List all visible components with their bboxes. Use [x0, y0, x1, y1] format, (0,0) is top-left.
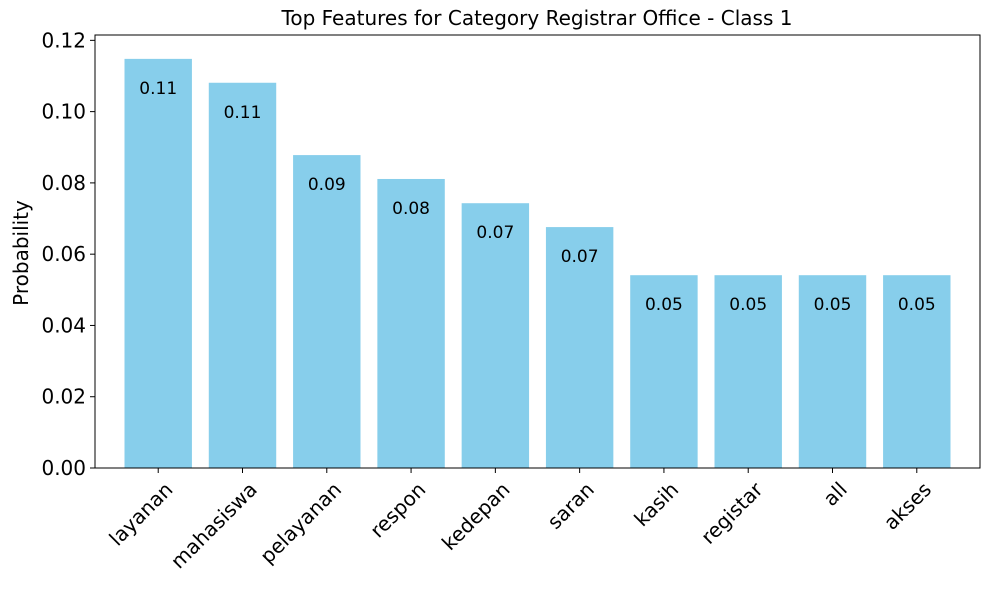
bar-saran	[545, 227, 614, 468]
x-tick-label-kasih: kasih	[629, 477, 683, 531]
bar-layanan	[124, 58, 192, 468]
bar-all	[798, 275, 867, 468]
x-tick-label-akses: akses	[879, 477, 936, 534]
x-tick-label-mahasiswa: mahasiswa	[166, 477, 262, 573]
bars-layer	[124, 58, 951, 468]
y-axis-ticks: 0.00 0.02 0.04 0.06 0.08 0.10 0.12	[41, 28, 95, 480]
bar-kasih	[630, 275, 698, 468]
x-tick-label-respon: respon	[365, 477, 430, 542]
data-label-saran: 0.07	[561, 247, 599, 267]
data-label-layanan: 0.11	[139, 79, 177, 99]
data-label-registar: 0.05	[729, 295, 767, 315]
y-tick-label: 0.10	[41, 100, 86, 124]
bar-registar	[714, 275, 782, 468]
x-tick-label-kedepan: kedepan	[437, 477, 515, 555]
y-tick-label: 0.12	[41, 28, 86, 52]
y-tick-label: 0.06	[41, 242, 86, 266]
y-tick-label: 0.02	[41, 385, 86, 409]
data-label-kasih: 0.05	[645, 295, 683, 315]
data-label-respon: 0.08	[392, 199, 430, 219]
bar-kedepan	[461, 203, 530, 468]
x-tick-label-pelayanan: pelayanan	[255, 477, 346, 568]
y-axis-label: Probability	[9, 200, 33, 306]
x-tick-label-layanan: layanan	[104, 477, 177, 550]
data-label-all: 0.05	[814, 295, 852, 315]
bar-mahasiswa	[208, 82, 277, 468]
y-tick-label: 0.00	[41, 456, 86, 480]
plot-frame	[94, 34, 981, 469]
bar-respon	[377, 178, 445, 468]
chart-title: Top Features for Category Registrar Offi…	[281, 6, 793, 30]
y-tick-label: 0.08	[41, 171, 86, 195]
x-tick-label-registar: registar	[696, 477, 768, 549]
data-label-akses: 0.05	[898, 295, 936, 315]
data-labels-layer: 0.11 0.11 0.09 0.08 0.07 0.07 0.05 0.05 0.05 0.05	[139, 79, 935, 315]
data-label-kedepan: 0.07	[476, 223, 514, 243]
data-label-mahasiswa: 0.11	[224, 103, 262, 123]
x-tick-label-saran: saran	[542, 477, 598, 533]
data-label-pelayanan: 0.09	[308, 175, 346, 195]
bar-akses	[883, 275, 951, 468]
bar-pelayanan	[293, 155, 361, 468]
y-tick-label: 0.04	[41, 313, 86, 337]
x-tick-label-all: all	[818, 477, 851, 510]
